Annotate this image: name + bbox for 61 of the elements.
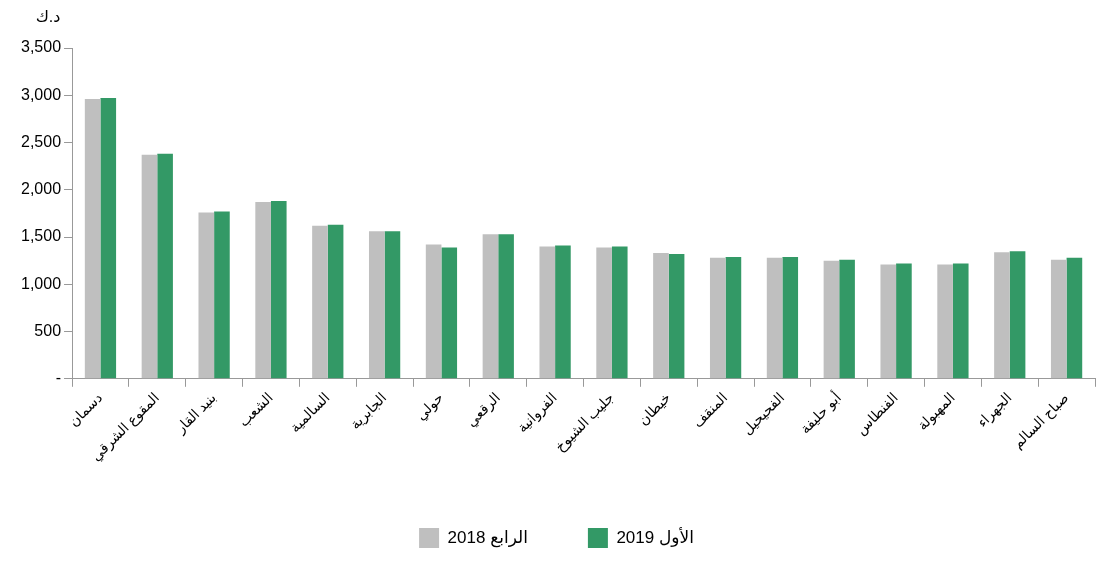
bar — [896, 263, 912, 379]
bar — [482, 234, 499, 379]
x-tick-label: الفحيحيل — [738, 389, 788, 438]
bar — [1009, 251, 1026, 379]
x-tick-label: الشعب — [235, 389, 276, 430]
bar — [839, 259, 855, 379]
bar — [555, 245, 571, 379]
bar — [668, 254, 685, 379]
bar — [255, 202, 271, 379]
bar — [441, 247, 458, 379]
y-tick-label: 2,500 — [20, 132, 62, 150]
y-tick-label: 500 — [34, 321, 62, 339]
bar — [84, 99, 101, 379]
x-tick-label: المنقف — [689, 389, 731, 431]
bar — [1050, 259, 1067, 379]
y-tick-label: 3,500 — [20, 38, 62, 56]
bar — [994, 252, 1010, 379]
bar — [425, 244, 442, 379]
bar — [498, 234, 514, 379]
bar — [725, 256, 742, 379]
x-tick-label: الجهراء — [973, 389, 1016, 431]
bar — [766, 257, 783, 379]
bar — [782, 256, 799, 379]
x-tick-label: الفروانية — [513, 389, 561, 437]
y-tick-label: 2,000 — [20, 180, 62, 198]
bar — [270, 201, 287, 379]
x-tick-label: الفنطاس — [852, 389, 902, 439]
x-tick-label: خيطان — [634, 389, 674, 429]
bar — [198, 212, 215, 379]
bar — [100, 98, 117, 379]
bar — [327, 224, 344, 379]
bar — [157, 153, 173, 379]
bar — [141, 154, 158, 379]
y-tick-label: 1,000 — [20, 274, 62, 292]
bar — [596, 247, 612, 379]
x-tick-label: الجابرية — [346, 389, 391, 433]
legend-label: الأول 2019 — [616, 526, 694, 547]
bar — [384, 231, 401, 379]
bar — [823, 260, 840, 379]
legend-label: الرابع 2018 — [447, 527, 528, 548]
bar — [653, 253, 669, 379]
x-tick-label: الرقعي — [462, 389, 504, 431]
bar — [1066, 257, 1083, 379]
y-tick-label: 1,500 — [20, 227, 62, 245]
x-tick-label: حولي — [412, 389, 447, 424]
x-tick-label: أبو حليفة — [796, 388, 845, 438]
bar — [709, 257, 726, 379]
y-axis-title: د.ك — [35, 8, 61, 26]
x-tick-label: المهبولة — [913, 389, 959, 434]
bar — [611, 246, 628, 379]
x-tick-label: السالمية — [286, 389, 333, 436]
bar — [952, 263, 969, 379]
bar — [880, 264, 897, 379]
bar — [937, 264, 953, 379]
bar — [368, 231, 385, 379]
bar — [312, 225, 328, 379]
y-tick-label: - — [55, 369, 62, 387]
bar — [539, 246, 556, 379]
bar — [214, 211, 230, 379]
x-tick-label: بنيد القار — [171, 389, 220, 438]
y-tick-label: 3,000 — [20, 85, 62, 103]
